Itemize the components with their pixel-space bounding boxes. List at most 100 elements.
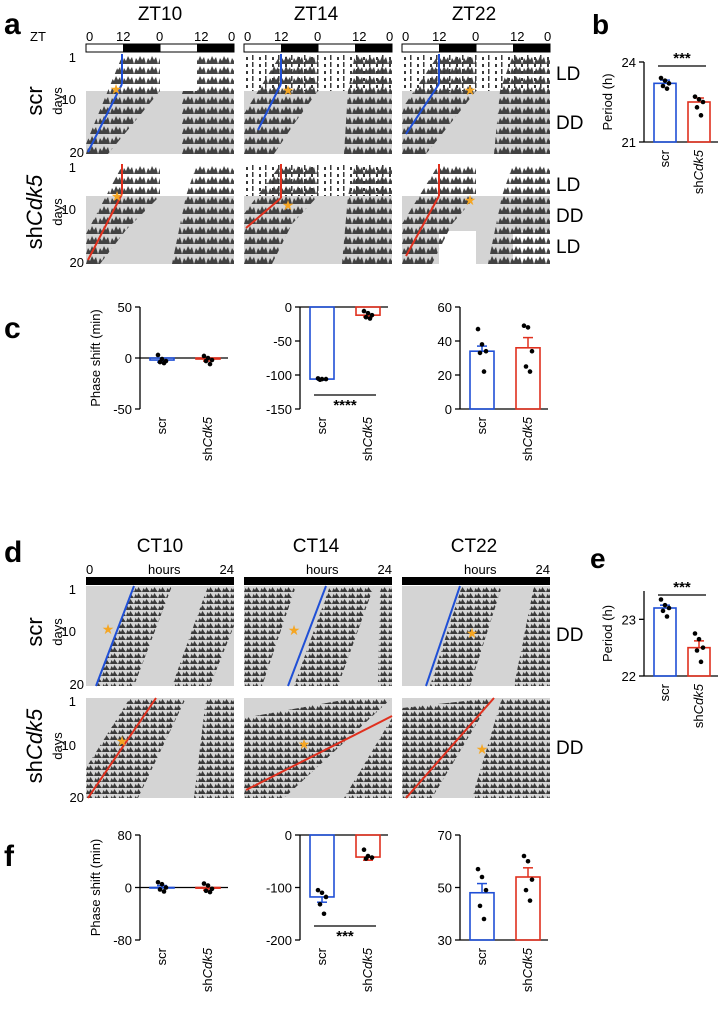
data-point	[692, 94, 698, 99]
panel-letter-b: b	[592, 9, 609, 40]
y-tick-label: -100	[266, 881, 292, 896]
ct-condition-labels: DD DD	[556, 625, 583, 759]
actogram-zt14-shcdk5: ★	[244, 164, 392, 264]
ct-axis-label: hours	[306, 562, 339, 577]
actogram-ct14-scr: ★	[244, 585, 392, 687]
category-label: shCdk5	[360, 947, 375, 992]
data-point	[483, 348, 489, 354]
star-icon: ★	[464, 83, 477, 99]
data-point	[475, 326, 481, 332]
data-point	[369, 855, 375, 860]
data-point	[159, 881, 165, 887]
star-icon: ★	[102, 622, 115, 638]
data-point	[319, 890, 325, 896]
data-point	[207, 361, 213, 367]
data-point	[479, 874, 485, 880]
zt-tick: 12	[116, 29, 130, 44]
category-label: scr	[154, 947, 169, 965]
y-tick-label: -100	[266, 368, 292, 383]
ytick: 20	[70, 790, 84, 805]
row-ylabel-d2: days	[50, 732, 65, 760]
star-icon: ★	[282, 83, 295, 99]
data-point	[658, 597, 664, 602]
actogram-title-zt22: ZT22	[452, 4, 496, 25]
ct-axis-2: hours 24	[244, 562, 392, 585]
row-ylabel-a2: days	[50, 198, 65, 226]
y-tick-label: -50	[113, 402, 132, 417]
data-point	[475, 866, 481, 872]
zt-tick: 12	[510, 29, 524, 44]
row-ylabel-a1: days	[50, 87, 65, 115]
data-point	[694, 648, 700, 653]
condition-label: DD	[556, 113, 583, 134]
data-point	[698, 113, 704, 118]
panel-letter-f: f	[4, 840, 15, 873]
row-label-shcdk5-d: shCdk5	[22, 708, 47, 783]
actogram-title-ct14: CT14	[293, 536, 340, 557]
ytick: 10	[62, 624, 76, 639]
data-point	[361, 308, 367, 314]
data-point	[157, 887, 163, 892]
star-icon: ★	[110, 82, 123, 98]
actogram-zt22-scr: ★	[402, 54, 550, 154]
bar-chart-c2: 0 -50 -100 -150 scr shCdk5****	[266, 300, 388, 461]
bar-chart-f2: 0 -100 -200 scr shCdk5 ***	[266, 828, 388, 992]
y-tick-label: 0	[445, 402, 452, 417]
data-point	[660, 608, 666, 614]
category-label: shCdk5	[360, 416, 375, 461]
zt-tick: 12	[194, 29, 208, 44]
actogram-ct14-shcdk5: ★	[244, 698, 393, 798]
row-label-scr-a: scr	[22, 86, 47, 115]
data-point	[696, 636, 702, 642]
category-label: scr	[474, 947, 489, 965]
data-point	[479, 342, 485, 347]
bar-scr	[149, 886, 175, 889]
bar-chart-c1: 50 0 -50 scr shCdk5 Phase shift (min)	[88, 300, 228, 461]
data-point	[698, 659, 704, 665]
bar-scr	[309, 306, 335, 380]
bar-scr	[309, 834, 335, 898]
y-tick-label: 60	[438, 300, 452, 315]
data-point	[209, 357, 215, 363]
condition-label: DD	[556, 625, 583, 646]
condition-label: LD	[556, 64, 580, 85]
actogram-ct22-shcdk5: ★	[402, 697, 550, 799]
data-point	[201, 881, 207, 886]
data-point	[658, 75, 664, 81]
y-tick-label: -150	[266, 402, 292, 417]
data-point	[481, 916, 487, 922]
y-axis-label: Phase shift (min)	[88, 309, 103, 407]
row-label-shcdk5-a: shCdk5	[22, 174, 47, 249]
actogram-zt10-shcdk5: ★	[86, 164, 234, 264]
zt-axis-2: 0 12 0 12 0	[243, 29, 393, 53]
ct-actograms: ★ ★ ★ ★	[86, 585, 550, 799]
zt-tick: 12	[432, 29, 446, 44]
data-point	[203, 358, 209, 364]
actogram-title-zt14: ZT14	[294, 4, 339, 25]
data-point	[700, 99, 706, 105]
zt-tick: 0	[156, 29, 163, 44]
ytick: 20	[70, 145, 84, 160]
data-point	[323, 894, 329, 900]
bar-chart-f1: 80 0 -80 scr shCdk5 Phase shift (min)	[88, 828, 228, 992]
bar-chart-b: 21 24 scr shCdk5 *** Period (h)	[600, 50, 718, 194]
data-point	[365, 310, 371, 316]
data-point	[481, 369, 487, 374]
zt-condition-labels: LD DD LD DD LD	[556, 64, 583, 258]
data-point	[662, 602, 668, 608]
ytick: 10	[62, 738, 76, 753]
ytick: 10	[62, 92, 76, 107]
y-tick-label: -80	[113, 933, 132, 948]
data-point	[323, 376, 329, 382]
data-point	[161, 889, 167, 894]
condition-label: LD	[556, 175, 580, 196]
bar-scr	[653, 607, 677, 677]
star-icon: ★	[466, 626, 479, 642]
data-point	[523, 887, 529, 893]
data-point	[666, 605, 672, 611]
data-point	[523, 364, 529, 369]
data-point	[317, 377, 323, 383]
y-tick-label: 40	[438, 334, 452, 349]
y-axis-label: Period (h)	[600, 73, 615, 130]
